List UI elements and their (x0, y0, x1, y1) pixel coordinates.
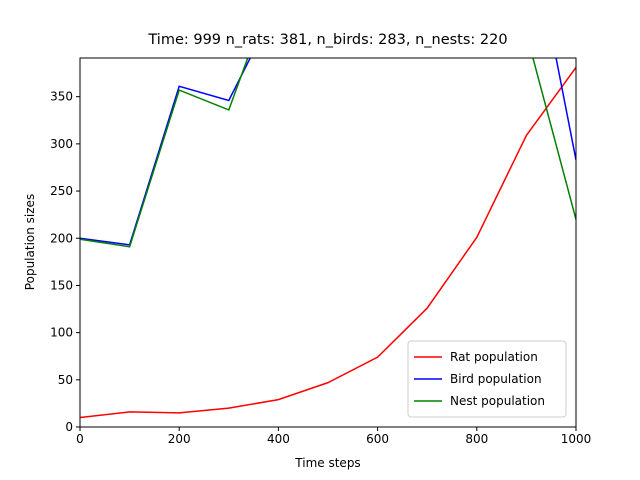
series-line (80, 58, 576, 248)
x-axis-label: Time steps (294, 456, 360, 470)
y-tick-label: 350 (50, 90, 73, 104)
x-tick-label: 600 (366, 432, 389, 446)
y-tick-label: 0 (65, 420, 73, 434)
chart-title: Time: 999 n_rats: 381, n_birds: 283, n_n… (147, 32, 507, 48)
x-tick-label: 1000 (561, 432, 592, 446)
y-tick-label: 300 (50, 137, 73, 151)
plot-area (80, 58, 576, 419)
y-tick-label: 50 (58, 373, 73, 387)
series-line (80, 58, 576, 246)
x-tick-label: 800 (465, 432, 488, 446)
x-tick-label: 400 (267, 432, 290, 446)
series-line (80, 66, 576, 419)
y-tick-label: 250 (50, 184, 73, 198)
y-tick-label: 150 (50, 278, 73, 292)
legend-box (407, 340, 567, 418)
y-axis-label: Population sizes (23, 194, 37, 290)
y-tick-label: 200 (50, 231, 73, 245)
axes-frame (79, 57, 577, 428)
legend-label: Bird population (450, 372, 542, 386)
x-tick-label: 0 (76, 432, 84, 446)
x-tick-label: 200 (168, 432, 191, 446)
legend-label: Nest population (450, 394, 545, 408)
y-tick-label: 100 (50, 326, 73, 340)
legend-label: Rat population (450, 350, 538, 364)
